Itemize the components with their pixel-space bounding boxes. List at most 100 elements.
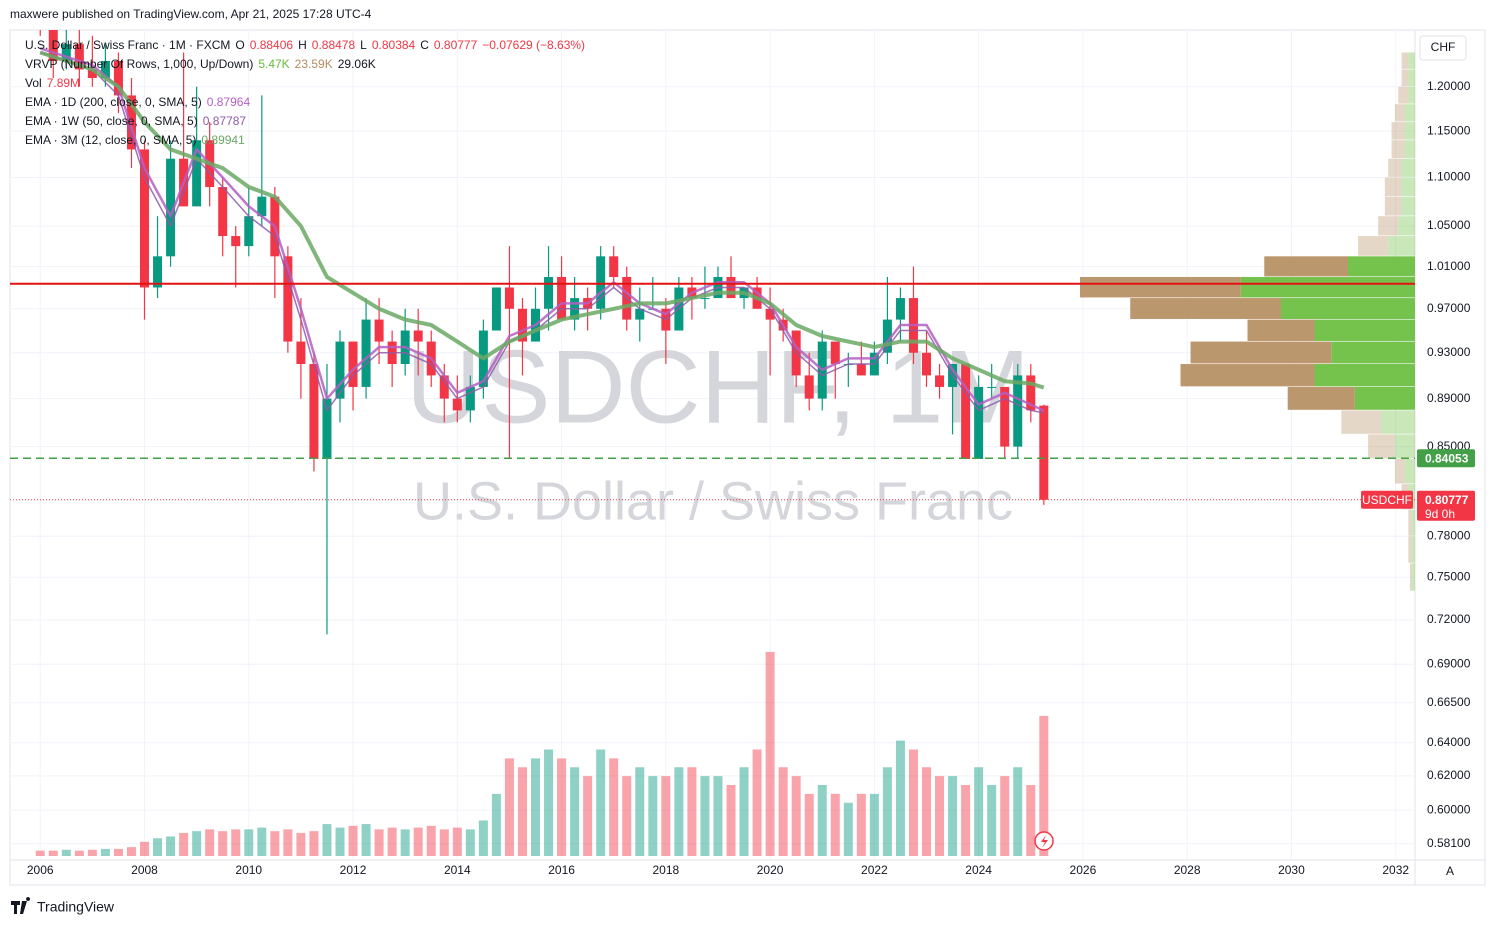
volume-bar [869, 793, 879, 856]
legend-ema: EMA · 1W (50, close, 0, SMA, 5) [25, 114, 198, 128]
volume-bar [544, 749, 554, 856]
candle-body [153, 256, 163, 288]
legend-c: C [420, 38, 429, 52]
candle-body [48, 30, 58, 61]
profile-up [1401, 196, 1415, 216]
volume-bar [804, 793, 814, 856]
candle-body [322, 398, 332, 459]
y-tick-label: 1.20000 [1427, 79, 1471, 93]
y-tick-label: 1.05000 [1427, 218, 1471, 232]
volume-bar [674, 767, 684, 856]
volume-bar [583, 776, 593, 856]
legend-line: VRVP (Number Of Rows, 1,000, Up/Down) 5.4… [25, 57, 376, 71]
x-tick-label: 2024 [965, 863, 992, 877]
currency-button[interactable] [1419, 35, 1467, 61]
profile-up [1381, 410, 1415, 434]
y-tick-label: 0.69000 [1427, 656, 1471, 670]
candle-body [113, 60, 123, 96]
candle-body [335, 341, 345, 399]
profile-down [1388, 158, 1402, 177]
candle-body [1000, 386, 1010, 447]
candle-body [283, 256, 293, 342]
ema-line [39, 50, 1045, 390]
candle-body [231, 236, 241, 247]
legend-open: 0.88406 [250, 38, 294, 52]
candle-body [465, 386, 475, 411]
volume-bar [478, 820, 488, 856]
legend-high: 0.88478 [312, 38, 356, 52]
candle-body [804, 375, 814, 399]
volume-bar [1039, 715, 1049, 856]
candle-body [1039, 405, 1049, 500]
countdown-label: 9d 0h [1425, 507, 1455, 521]
legend-low: 0.80384 [372, 38, 416, 52]
volume-bar [335, 827, 345, 856]
candle-body [596, 256, 606, 309]
candle-body [309, 364, 319, 459]
profile-up [1401, 158, 1415, 177]
volume-bar [153, 838, 163, 856]
header: maxwere published on TradingView.com, Ap… [10, 7, 372, 21]
profile-up [1281, 298, 1415, 319]
profile-down [1384, 196, 1402, 216]
volume-bar [791, 776, 801, 856]
profile-down [1368, 434, 1395, 459]
profile-up [1404, 122, 1415, 140]
profile-up [1404, 458, 1415, 484]
volume-bar [935, 776, 945, 856]
candle-body [126, 95, 136, 150]
candle-body [830, 341, 840, 365]
volume-bar [48, 850, 58, 856]
volume-bar [622, 776, 632, 856]
x-tick-label: 2020 [757, 863, 784, 877]
volume-bar [296, 832, 306, 856]
legend-l: L [360, 38, 367, 52]
volume-bar [713, 776, 723, 856]
y-tick-label: 0.97000 [1427, 301, 1471, 315]
y-tick-label: 0.72000 [1427, 612, 1471, 626]
profile-down [1378, 216, 1399, 236]
profile-down [1341, 410, 1382, 434]
legend-vol-value: 7.89M [47, 76, 80, 90]
volume-bar [491, 793, 501, 856]
x-tick-label: 2014 [444, 863, 471, 877]
candle-body [504, 287, 514, 309]
legend-ema-value: 0.87787 [203, 114, 247, 128]
volume-bar [687, 767, 697, 856]
volume-bar [830, 793, 840, 856]
profile-down [1080, 276, 1241, 298]
volume-bar [700, 776, 710, 856]
candle-body [700, 298, 710, 300]
profile-down [1287, 386, 1355, 410]
auto-scale-button[interactable]: A [1446, 864, 1454, 878]
legend-vrvp-total: 29.06K [338, 57, 376, 71]
currency-label[interactable]: CHF [1431, 40, 1456, 54]
profile-up [1408, 86, 1415, 104]
volume-bar [1026, 785, 1036, 856]
candle-body [296, 341, 306, 365]
legend-vol: Vol [25, 76, 42, 90]
event-icon-bolt [1041, 835, 1048, 848]
volume-bar [661, 776, 671, 856]
candle-body [922, 352, 932, 376]
volume-bar [35, 850, 45, 856]
symbol-label-bg [1361, 490, 1413, 509]
x-tick-label: 2006 [27, 863, 54, 877]
profile-down [1408, 509, 1412, 536]
legend-ema-value: 0.87964 [207, 95, 251, 109]
profile-down [1358, 236, 1389, 256]
candle-body [609, 256, 619, 277]
profile-down [1394, 104, 1405, 122]
volume-bar [856, 793, 866, 856]
candle-body [140, 149, 150, 288]
profile-up [1394, 434, 1415, 459]
volume-bar [948, 776, 958, 856]
candle-body [374, 319, 384, 342]
volume-bar [218, 831, 228, 856]
profile-down [1384, 177, 1402, 197]
volume-bar [361, 824, 371, 856]
profile-up [1408, 52, 1415, 69]
profile-down [1408, 536, 1412, 563]
volume-bar [61, 849, 71, 856]
volume-bar [987, 785, 997, 856]
